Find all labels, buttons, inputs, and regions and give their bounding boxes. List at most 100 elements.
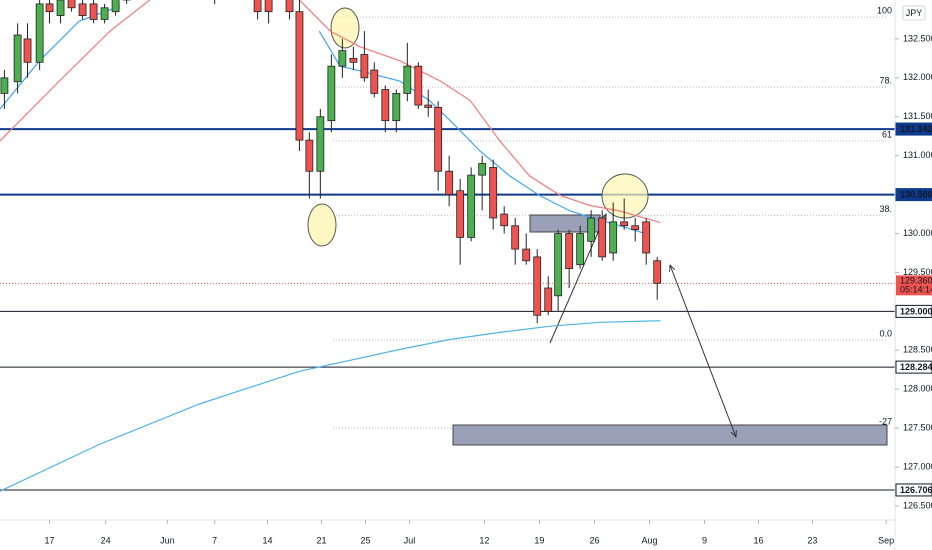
x-tick-label: Jul <box>404 535 416 545</box>
y-tick-label: 127.500 <box>903 423 932 433</box>
candle-body <box>500 213 509 227</box>
candle-body <box>653 260 662 284</box>
target-box <box>452 424 888 446</box>
candle-body <box>23 38 32 63</box>
candle-body <box>554 233 563 297</box>
fib-label: 61 <box>882 129 892 139</box>
candle-body <box>295 11 304 141</box>
currency-label: JPY <box>906 8 923 18</box>
candle-body <box>587 217 596 242</box>
y-tick-label: 129.500 <box>903 267 932 277</box>
x-tick-label: 26 <box>589 535 599 545</box>
candle-body <box>264 0 273 13</box>
candle-body <box>370 69 379 94</box>
x-tick-label: 12 <box>479 535 489 545</box>
x-tick-label: 19 <box>534 535 544 545</box>
x-tick-label: 17 <box>45 535 55 545</box>
fib-label: 100 <box>877 6 892 16</box>
y-tick-label: 132.000 <box>903 72 932 82</box>
highlight-ellipse <box>330 7 360 49</box>
y-tick-label: 132.500 <box>903 33 932 43</box>
y-tick-label: 128.000 <box>903 384 932 394</box>
level-tag-label: 129.000 <box>900 306 932 316</box>
level-tag <box>895 483 932 497</box>
x-tick-label: 14 <box>263 535 273 545</box>
candle-body <box>111 0 120 13</box>
level-tag <box>895 304 932 318</box>
y-tick-label: 127.000 <box>903 461 932 471</box>
fib-label: 78. <box>879 76 892 86</box>
fib-label: 38. <box>879 204 892 214</box>
level-tag <box>895 188 932 202</box>
candle-body <box>360 54 369 79</box>
last-price-tag <box>896 275 932 296</box>
candle-body <box>253 0 262 13</box>
candle-body <box>0 77 9 94</box>
highlight-ellipse <box>307 203 337 247</box>
candle-body <box>78 3 87 16</box>
plot-layer: 100 78. 61 38. 0.0 -27 <box>0 6 895 491</box>
candle-body <box>35 3 44 63</box>
candle-body <box>620 221 629 227</box>
axes: 132.500 132.000 131.500 131.000 130.000 129.5… <box>45 33 932 545</box>
candle-body <box>381 89 390 122</box>
candle-body <box>609 221 618 254</box>
arrow <box>549 214 606 344</box>
candle-body <box>100 7 109 20</box>
candle-body <box>349 57 358 63</box>
drawings <box>307 7 888 446</box>
candle-body <box>445 170 454 196</box>
candle-body <box>511 225 520 250</box>
candle-body <box>544 287 553 312</box>
candle-body <box>338 50 347 67</box>
x-tick-label: 25 <box>360 535 370 545</box>
x-tick-label: 9 <box>702 535 707 545</box>
level-tag <box>895 360 932 374</box>
candle-body <box>414 65 423 106</box>
fib-label: 0.0 <box>879 329 892 339</box>
countdown-label: 05:14:14 <box>900 285 932 295</box>
level-tag-label: 126.706 <box>900 485 932 495</box>
x-tick-label: Aug <box>642 535 658 545</box>
candle-body <box>56 0 65 16</box>
fib-label: -27 <box>879 417 892 427</box>
y-tick-label: 131.500 <box>903 111 932 121</box>
level-tag <box>895 122 932 136</box>
x-tick-label: 21 <box>316 535 326 545</box>
y-tick-label: 131.000 <box>903 150 932 160</box>
candle-body <box>316 116 325 172</box>
moving-average-line <box>0 320 661 492</box>
candle-body <box>467 174 476 238</box>
candle-body <box>642 221 651 254</box>
level-tag-label: 128.284 <box>900 362 932 372</box>
y-tick-label: 130.000 <box>903 228 932 238</box>
candle-body <box>565 233 574 269</box>
candle-body <box>456 190 465 238</box>
candle-body <box>89 3 98 20</box>
candle-body <box>327 65 336 122</box>
series-layer <box>0 0 662 492</box>
candle-body <box>392 93 401 122</box>
level-tag-label: 131.342 <box>900 124 932 134</box>
x-tick-label: 7 <box>212 535 217 545</box>
candle-body <box>67 0 76 9</box>
candle-body <box>305 139 314 172</box>
candle-body <box>434 107 443 172</box>
x-tick-label: 16 <box>753 535 763 545</box>
last-price-label: 129.360 <box>900 276 932 286</box>
y-tick-label: 128.500 <box>903 345 932 355</box>
currency-box <box>902 5 926 21</box>
candle-body <box>576 233 585 266</box>
candle-body <box>424 104 433 108</box>
level-tag-label: 130.500 <box>900 189 932 199</box>
candle-body <box>285 0 294 13</box>
candle-body <box>489 166 498 219</box>
candle-body <box>13 34 22 83</box>
moving-average-line <box>0 0 661 224</box>
x-tick-label: Jun <box>160 535 175 545</box>
highlight-ellipse <box>601 173 649 219</box>
y-tick-label: 126.500 <box>903 500 932 510</box>
candle-body <box>522 248 531 262</box>
